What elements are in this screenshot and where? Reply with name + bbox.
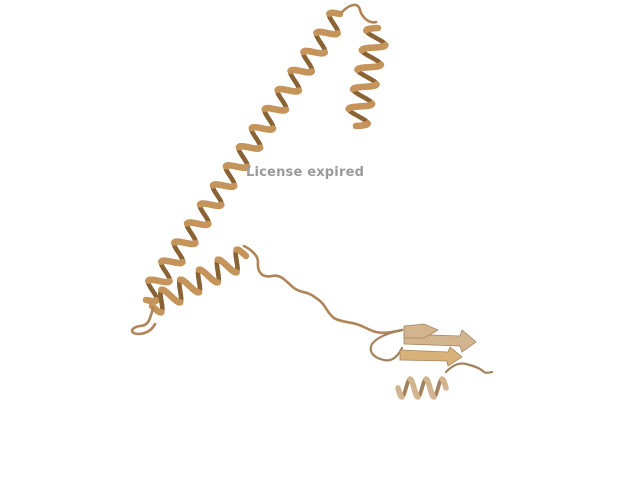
helix-ribbons bbox=[146, 13, 446, 397]
helix-domain bbox=[398, 379, 446, 397]
helix-long bbox=[146, 13, 340, 301]
domain-loop-b bbox=[446, 363, 492, 372]
domain-loop-a bbox=[371, 330, 402, 360]
top-loop bbox=[342, 5, 376, 22]
loop-coils bbox=[132, 5, 492, 373]
license-watermark: License expired bbox=[246, 165, 364, 180]
n-term-loop bbox=[132, 308, 155, 334]
helix-top-right bbox=[349, 28, 386, 126]
beta-strand-2 bbox=[400, 347, 462, 366]
beta-sheets bbox=[400, 324, 476, 366]
linker-coil bbox=[244, 246, 402, 333]
